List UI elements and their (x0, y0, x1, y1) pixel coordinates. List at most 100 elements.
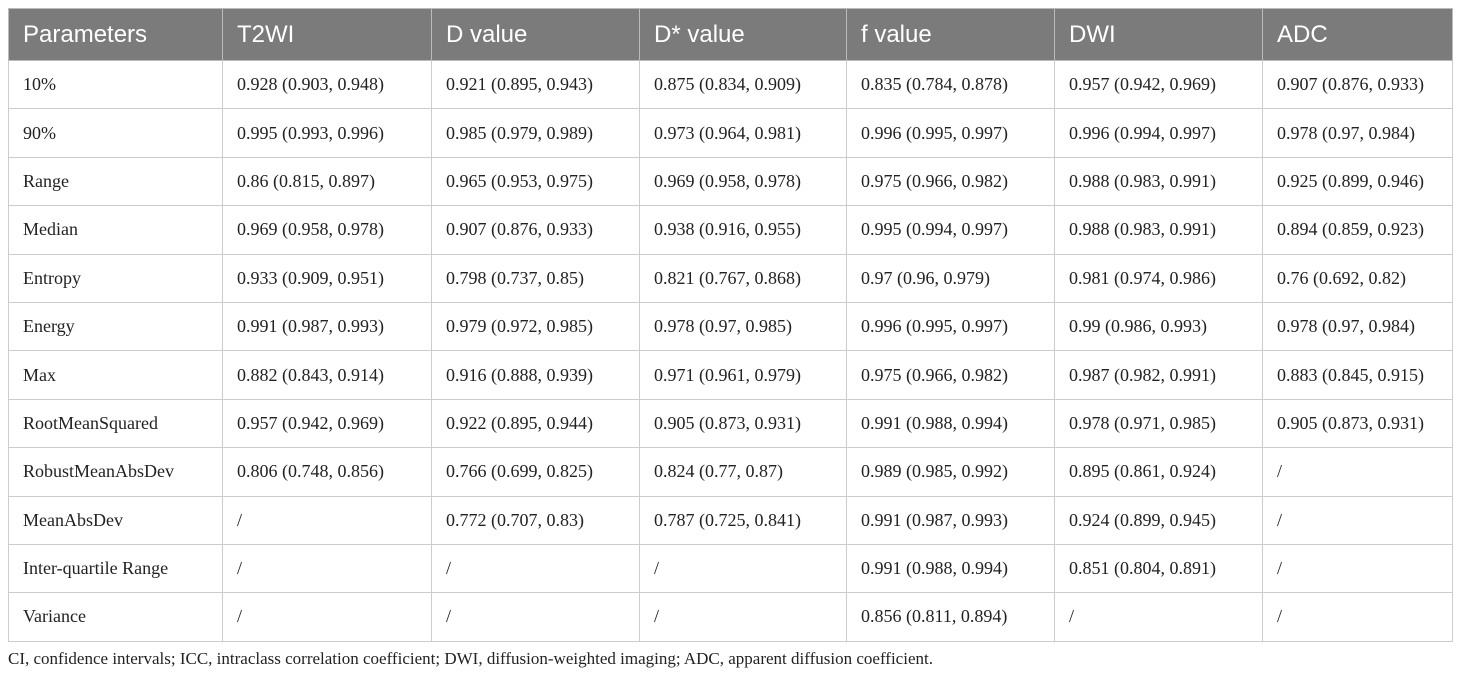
table-cell: 0.905 (0.873, 0.931) (1262, 398, 1453, 449)
table-row: 90% 0.995 (0.993, 0.996) 0.985 (0.979, 0.9… (8, 108, 1453, 158)
header-cell: D value (431, 8, 640, 61)
table-cell: 0.995 (0.993, 0.996) (222, 108, 432, 158)
table-row: Energy 0.991 (0.987, 0.993) 0.979 (0.972, … (8, 301, 1453, 352)
header-cell: Parameters (8, 8, 223, 61)
table-cell: 0.957 (0.942, 0.969) (222, 398, 432, 449)
table-cell: / (431, 592, 640, 642)
table-cell: / (639, 543, 847, 594)
table-cell: 0.851 (0.804, 0.891) (1054, 543, 1263, 594)
table-cell: 0.921 (0.895, 0.943) (431, 59, 640, 110)
table-cell: 0.787 (0.725, 0.841) (639, 495, 847, 545)
row-label: 10% (8, 59, 223, 110)
table-cell: 0.895 (0.861, 0.924) (1054, 447, 1263, 497)
table-cell: 0.969 (0.958, 0.978) (639, 156, 847, 207)
table-cell: / (222, 543, 432, 594)
table-cell: 0.988 (0.983, 0.991) (1054, 205, 1263, 255)
table-cell: 0.987 (0.982, 0.991) (1054, 350, 1263, 400)
table-cell: 0.991 (0.987, 0.993) (222, 301, 432, 352)
table-cell: / (1054, 592, 1263, 642)
table-cell: 0.835 (0.784, 0.878) (846, 59, 1055, 110)
row-label: Range (8, 156, 223, 207)
table-cell: 0.766 (0.699, 0.825) (431, 447, 640, 497)
table-cell: 0.821 (0.767, 0.868) (639, 253, 847, 303)
table-cell: 0.979 (0.972, 0.985) (431, 301, 640, 352)
table-cell: 0.907 (0.876, 0.933) (1262, 59, 1453, 110)
table-cell: 0.975 (0.966, 0.982) (846, 156, 1055, 207)
table-cell: 0.905 (0.873, 0.931) (639, 398, 847, 449)
header-cell: DWI (1054, 8, 1263, 61)
row-label: RootMeanSquared (8, 398, 223, 449)
row-label: RobustMeanAbsDev (8, 447, 223, 497)
table-row: Inter-quartile Range / //0.991 (0.988, 0.9… (8, 543, 1453, 594)
table-cell: 0.916 (0.888, 0.939) (431, 350, 640, 400)
table-cell: / (639, 592, 847, 642)
table-cell: 0.875 (0.834, 0.909) (639, 59, 847, 110)
table-cell: 0.824 (0.77, 0.87) (639, 447, 847, 497)
table-cell: / (1262, 447, 1453, 497)
data-table: Parameters T2WI D value D* value f value DWI A… (8, 8, 1453, 642)
table-body: 10% 0.928 (0.903, 0.948) 0.921 (0.895, 0.9… (8, 59, 1453, 642)
table-cell: 0.981 (0.974, 0.986) (1054, 253, 1263, 303)
table-cell: / (1262, 592, 1453, 642)
header-cell: T2WI (222, 8, 432, 61)
table-row: MeanAbsDev/0.772 (0.707, 0.83) 0.787 (0.7… (8, 495, 1453, 545)
table-cell: / (431, 543, 640, 594)
table-row: Max 0.882 (0.843, 0.914) 0.916 (0.888, 0.9… (8, 350, 1453, 400)
header-row: Parameters T2WI D value D* value f value DWI A… (8, 8, 1453, 61)
table-cell: 0.883 (0.845, 0.915) (1262, 350, 1453, 400)
table-cell: 0.973 (0.964, 0.981) (639, 108, 847, 158)
table-cell: 0.975 (0.966, 0.982) (846, 350, 1055, 400)
table-cell: 0.957 (0.942, 0.969) (1054, 59, 1263, 110)
table-cell: / (222, 592, 432, 642)
row-label: Energy (8, 301, 223, 352)
table-cell: 0.989 (0.985, 0.992) (846, 447, 1055, 497)
table-cell: 0.882 (0.843, 0.914) (222, 350, 432, 400)
table-cell: 0.928 (0.903, 0.948) (222, 59, 432, 110)
table-cell: 0.99 (0.986, 0.993) (1054, 301, 1263, 352)
header-cell: ADC (1262, 8, 1453, 61)
table-cell: 0.996 (0.995, 0.997) (846, 301, 1055, 352)
row-label: 90% (8, 108, 223, 158)
table-cell: 0.978 (0.97, 0.985) (639, 301, 847, 352)
table-cell: 0.925 (0.899, 0.946) (1262, 156, 1453, 207)
table-cell: 0.86 (0.815, 0.897) (222, 156, 432, 207)
table-cell: 0.97 (0.96, 0.979) (846, 253, 1055, 303)
footnote: CI, confidence intervals; ICC, intraclas… (8, 649, 933, 668)
table-header: Parameters T2WI D value D* value f value DWI A… (8, 8, 1453, 61)
table-row: RootMeanSquared 0.957 (0.942, 0.969) 0.922… (8, 398, 1453, 449)
row-label: Entropy (8, 253, 223, 303)
table-cell: 0.907 (0.876, 0.933) (431, 205, 640, 255)
table-cell: 0.996 (0.994, 0.997) (1054, 108, 1263, 158)
header-cell: f value (846, 8, 1055, 61)
header-cell: D* value (639, 8, 847, 61)
table-cell: 0.894 (0.859, 0.923) (1262, 205, 1453, 255)
table-cell: 0.933 (0.909, 0.951) (222, 253, 432, 303)
row-label: Variance (8, 592, 223, 642)
table-cell: 0.922 (0.895, 0.944) (431, 398, 640, 449)
table-cell: 0.991 (0.987, 0.993) (846, 495, 1055, 545)
row-label: MeanAbsDev (8, 495, 223, 545)
table-cell: / (1262, 495, 1453, 545)
table-cell: 0.985 (0.979, 0.989) (431, 108, 640, 158)
table-cell: 0.995 (0.994, 0.997) (846, 205, 1055, 255)
table-row: Range 0.86 (0.815, 0.897) 0.965 (0.953, 0.… (8, 156, 1453, 207)
table-cell: 0.969 (0.958, 0.978) (222, 205, 432, 255)
table-cell: 0.965 (0.953, 0.975) (431, 156, 640, 207)
table-cell: 0.772 (0.707, 0.83) (431, 495, 640, 545)
table-cell: / (222, 495, 432, 545)
row-label: Median (8, 205, 223, 255)
row-label: Inter-quartile Range (8, 543, 223, 594)
table-cell: 0.978 (0.97, 0.984) (1262, 301, 1453, 352)
table-cell: 0.76 (0.692, 0.82) (1262, 253, 1453, 303)
table-cell: 0.988 (0.983, 0.991) (1054, 156, 1263, 207)
table-row: Variance / //0.856 (0.811, 0.894) / / (8, 592, 1453, 642)
table-cell: 0.924 (0.899, 0.945) (1054, 495, 1263, 545)
table-row: Entropy 0.933 (0.909, 0.951) 0.798 (0.737,… (8, 253, 1453, 303)
table-cell: 0.971 (0.961, 0.979) (639, 350, 847, 400)
table-row: RobustMeanAbsDev 0.806 (0.748, 0.856) 0.76… (8, 447, 1453, 497)
table-cell: / (1262, 543, 1453, 594)
table-row: Median 0.969 (0.958, 0.978) 0.907 (0.876, … (8, 205, 1453, 255)
table-cell: 0.806 (0.748, 0.856) (222, 447, 432, 497)
table-cell: 0.996 (0.995, 0.997) (846, 108, 1055, 158)
